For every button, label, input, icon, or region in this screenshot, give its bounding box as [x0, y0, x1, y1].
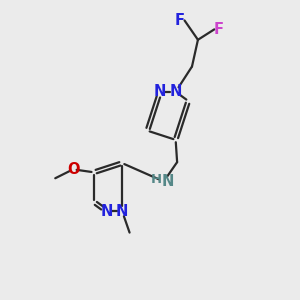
Text: F: F: [175, 13, 185, 28]
Text: N: N: [169, 84, 182, 99]
Text: O: O: [67, 162, 79, 177]
Text: H: H: [151, 173, 162, 187]
Text: N: N: [100, 204, 113, 219]
Text: N: N: [154, 84, 166, 99]
Text: N: N: [116, 204, 128, 219]
Text: F: F: [214, 22, 224, 37]
Text: N: N: [161, 174, 173, 189]
